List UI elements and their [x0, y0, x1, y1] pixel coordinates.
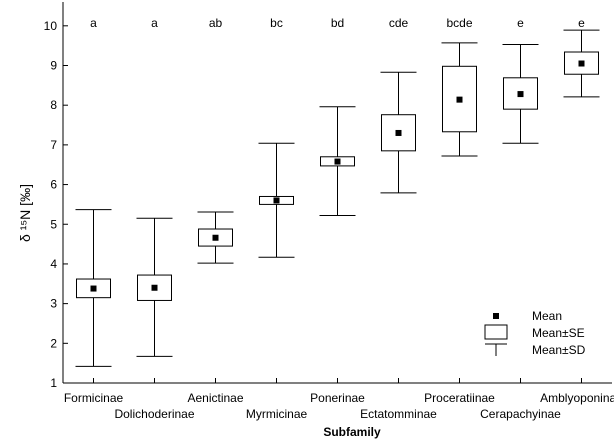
y-tick-label: 5 [50, 217, 57, 231]
mean-marker [517, 91, 524, 98]
x-tick-label: Ectatomminae [360, 407, 437, 421]
legend-se-label: Mean±SE [532, 326, 585, 340]
y-tick-label: 6 [50, 178, 57, 192]
mean-marker [273, 197, 280, 204]
x-axis-title: Subfamily [323, 425, 381, 439]
x-tick-labels: Formicinae Dolichoderinae AenictinaeMyrmic… [64, 378, 614, 421]
y-tick-label: 7 [50, 138, 57, 152]
y-tick-label: 4 [50, 257, 57, 271]
legend-mean-marker [493, 313, 499, 319]
y-tick-label: 8 [50, 98, 57, 112]
legend: Mean Mean±SE Mean±SD [484, 309, 586, 357]
x-tick-label: Formicinae [64, 391, 124, 405]
x-tick-label: Ponerinae [310, 391, 365, 405]
y-tick-label: 1 [50, 376, 57, 390]
y-tick-label: 2 [50, 336, 57, 350]
x-tick-label: Dolichoderinae [114, 407, 194, 421]
mean-marker [456, 96, 463, 103]
mean-marker [334, 158, 341, 165]
group-letter: ab [209, 16, 223, 30]
box-plots [75, 29, 600, 367]
legend-mean-label: Mean [532, 309, 562, 323]
x-tick-label: Myrmicinae [246, 407, 308, 421]
x-tick-label: Proceratiinae [424, 391, 495, 405]
legend-se-box [484, 324, 508, 340]
group-letter: bd [331, 16, 344, 30]
mean-marker [395, 129, 402, 136]
group-letter: a [90, 16, 97, 30]
legend-sd-label: Mean±SD [532, 343, 586, 357]
y-tick-label: 9 [50, 59, 57, 73]
x-tick-label: Amblyoponinae [540, 391, 614, 405]
y-ticks: 1 2 3 4 5 6 7 8 9 10 [44, 19, 68, 390]
x-tick-label: Cerapachyinae [480, 407, 561, 421]
y-tick-label: 10 [44, 19, 58, 33]
mean-marker [90, 285, 97, 292]
group-letters: a a ab bc bd cde bcde e e [90, 16, 585, 30]
group-letter: cde [389, 16, 409, 30]
x-tick-label: Aenictinae [187, 391, 243, 405]
group-letter: e [578, 16, 585, 30]
group-letter: a [151, 16, 158, 30]
y-tick-label: 3 [50, 297, 57, 311]
mean-marker [578, 60, 585, 67]
group-letter: bcde [446, 16, 472, 30]
group-letter: e [517, 16, 524, 30]
y-axis-title: δ ¹⁵N [‰] [17, 184, 33, 242]
group-letter: bc [270, 16, 283, 30]
mean-marker [212, 234, 219, 241]
mean-marker [151, 284, 158, 291]
